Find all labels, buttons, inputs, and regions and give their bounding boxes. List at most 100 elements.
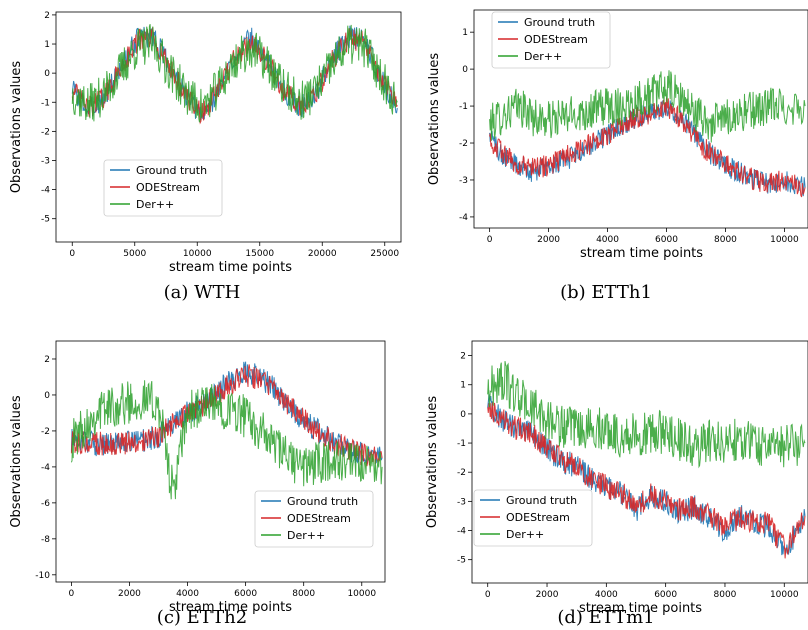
- y-tick-label: -2: [41, 127, 50, 137]
- y-tick-label: -3: [41, 156, 50, 166]
- y-tick-label: -6: [41, 499, 50, 509]
- x-tick-label: 8000: [714, 590, 737, 600]
- y-tick-label: 0: [44, 391, 50, 401]
- y-tick-label: 2: [44, 355, 50, 365]
- x-tick-label: 25000: [370, 249, 399, 259]
- legend-box: [473, 489, 593, 547]
- y-tick-label: -4: [41, 186, 50, 196]
- legend-label-odestream: ODEStream: [136, 181, 200, 194]
- series-line-der: [70, 380, 383, 500]
- y-tick-label: -4: [459, 213, 468, 223]
- y-tick-label: 0: [44, 69, 50, 79]
- y-tick-label: -2: [41, 427, 50, 437]
- series-group: [70, 361, 383, 500]
- x-tick-label: 0: [487, 235, 493, 245]
- series-line-der: [489, 70, 806, 143]
- legend-box: [491, 11, 611, 69]
- y-tick-label: -1: [459, 102, 468, 112]
- chart-panel-ettm1: 0 2000 4000 6000 8000 10000 -5 -4 -3 -2 -1 0 1 2 strea…: [404, 315, 808, 630]
- y-axis-label: Observations values: [9, 61, 24, 194]
- legend-box: [254, 490, 374, 548]
- y-tick-label: -5: [41, 215, 50, 225]
- x-tick-label: 0: [69, 249, 75, 259]
- x-tick-label: 2000: [537, 235, 560, 245]
- legend: Ground truth ODEStream Der++: [491, 11, 611, 69]
- y-tick-label: 0: [462, 65, 468, 75]
- subfigure-caption: (b) ETTh1: [560, 282, 652, 303]
- subfigure-caption: (d) ETTm1: [557, 607, 654, 628]
- plot-frame: [471, 340, 808, 584]
- series-group: [487, 361, 806, 559]
- legend-label-der: Der++: [287, 529, 325, 542]
- y-tick-label: -8: [41, 535, 50, 545]
- y-tick-label: -2: [457, 468, 466, 478]
- series-group: [71, 24, 398, 125]
- y-axis-label: Observations values: [425, 396, 440, 529]
- y-tick-label: -3: [459, 176, 468, 186]
- legend-label-odestream: ODEStream: [287, 512, 351, 525]
- legend-box: [103, 159, 223, 217]
- x-tick-label: 10000: [183, 249, 212, 259]
- x-axis-label: stream time points: [580, 246, 703, 261]
- legend-label-ground-truth: Ground truth: [506, 494, 577, 507]
- x-tick-label: 4000: [595, 590, 618, 600]
- x-tick-label: 5000: [123, 249, 146, 259]
- y-tick-label: 2: [460, 352, 466, 362]
- x-tick-label: 4000: [596, 235, 619, 245]
- x-tick-label: 0: [485, 590, 491, 600]
- x-tick-label: 8000: [714, 235, 737, 245]
- y-tick-label: -1: [457, 439, 466, 449]
- y-tick-label: -5: [457, 556, 466, 566]
- legend: Ground truth ODEStream Der++: [103, 159, 223, 217]
- y-tick-label: -10: [35, 571, 50, 581]
- chart-panel-etth1: 0 2000 4000 6000 8000 10000 -4 -3 -2 -1 0 1 stream t…: [404, 0, 808, 315]
- chart-etth1: 0 2000 4000 6000 8000 10000 -4 -3 -2 -1 0 1 stream t…: [427, 9, 808, 303]
- series-line-der: [487, 361, 806, 469]
- legend-label-ground-truth: Ground truth: [524, 16, 595, 29]
- legend-label-ground-truth: Ground truth: [136, 164, 207, 177]
- chart-panel-etth2: 0 2000 4000 6000 8000 10000 -10 -8 -6 -4 -2 0 2 strea…: [0, 315, 404, 630]
- x-axis-label: stream time points: [579, 601, 702, 616]
- y-tick-label: -1: [41, 98, 50, 108]
- x-tick-label: 8000: [292, 589, 315, 599]
- legend-label-odestream: ODEStream: [524, 33, 588, 46]
- x-tick-label: 0: [69, 589, 75, 599]
- x-tick-label: 2000: [118, 589, 141, 599]
- series-line-odestream: [70, 364, 383, 467]
- x-axis-label: stream time points: [169, 260, 292, 275]
- y-tick-label: 1: [44, 40, 50, 50]
- x-tick-label: 6000: [654, 590, 677, 600]
- x-tick-label: 2000: [536, 590, 559, 600]
- subfigure-caption: (c) ETTh2: [157, 607, 247, 628]
- chart-panel-wth: 0 5000 10000 15000 20000 25000 -5 -4 -3 -2 -1 0 1 2 st…: [0, 0, 404, 315]
- legend-label-der: Der++: [524, 50, 562, 63]
- legend: Ground truth ODEStream Der++: [254, 490, 374, 548]
- series-line-odestream: [487, 402, 806, 559]
- legend-label-odestream: ODEStream: [506, 511, 570, 524]
- y-tick-label: 0: [460, 410, 466, 420]
- x-axis-label: stream time points: [169, 600, 292, 615]
- chart-ettm1: 0 2000 4000 6000 8000 10000 -5 -4 -3 -2 -1 0 1 2 strea…: [425, 340, 808, 628]
- x-tick-label: 6000: [655, 235, 678, 245]
- series-group: [489, 70, 806, 198]
- plot-frame: [55, 11, 402, 243]
- legend-label-der: Der++: [136, 198, 174, 211]
- x-tick-label: 10000: [347, 589, 376, 599]
- chart-wth: 0 5000 10000 15000 20000 25000 -5 -4 -3 -2 -1 0 1 2 st…: [9, 11, 402, 303]
- x-tick-label: 10000: [770, 235, 799, 245]
- legend-label-der: Der++: [506, 528, 544, 541]
- plot-frame: [473, 9, 808, 229]
- y-tick-label: -2: [459, 139, 468, 149]
- x-tick-label: 6000: [234, 589, 257, 599]
- y-tick-label: -4: [41, 463, 50, 473]
- subfigure-caption: (a) WTH: [164, 282, 241, 303]
- y-tick-label: -4: [457, 527, 466, 537]
- y-tick-label: 2: [44, 11, 50, 21]
- x-tick-label: 20000: [308, 249, 337, 259]
- x-tick-label: 10000: [770, 590, 799, 600]
- y-tick-label: 1: [462, 28, 468, 38]
- x-tick-label: 15000: [245, 249, 274, 259]
- chart-etth2: 0 2000 4000 6000 8000 10000 -10 -8 -6 -4 -2 0 2 strea…: [9, 340, 386, 628]
- y-tick-label: -3: [457, 497, 466, 507]
- legend-label-ground-truth: Ground truth: [287, 495, 358, 508]
